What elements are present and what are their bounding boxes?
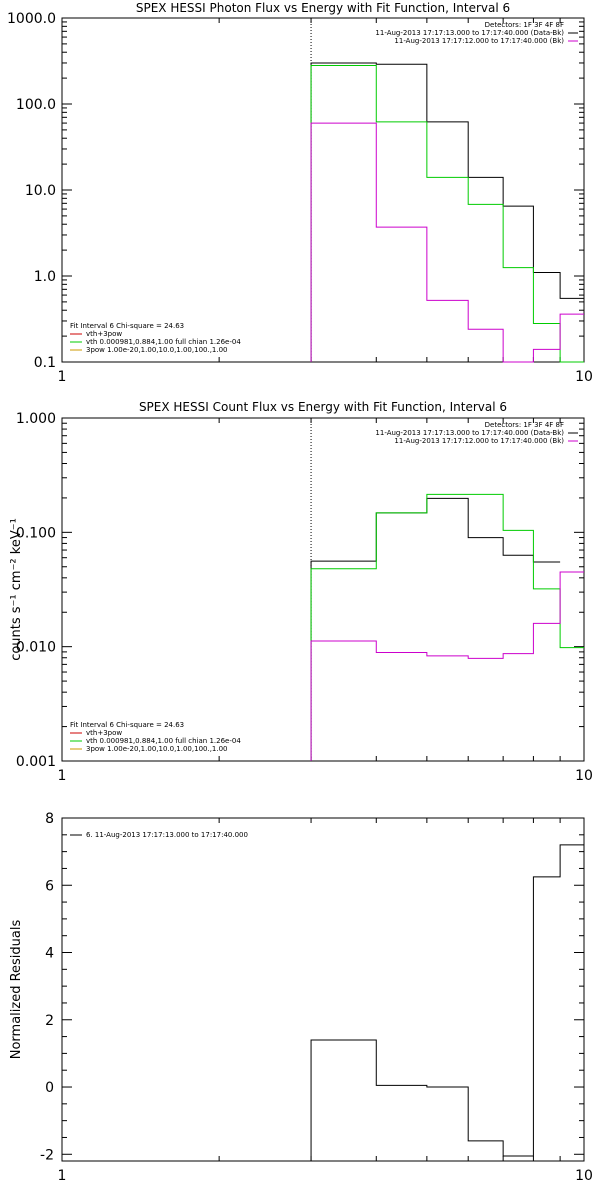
plot-frame-0 <box>61 17 585 363</box>
y-tick-label-2: -2 <box>40 1147 54 1163</box>
legend-left-label-1: vth 0.000981,0.884,1.00 full chian 1.26e… <box>86 737 241 745</box>
series-step-line-0-1 <box>310 65 584 363</box>
series-step-line-0-2 <box>310 122 584 363</box>
y-tick-label-0: 0.1 <box>34 355 56 371</box>
y-tick-label-2: 0 <box>45 1080 54 1096</box>
series-step-line-2-0 <box>310 844 584 1161</box>
chart-title-0: SPEX HESSI Photon Flux vs Energy with Fi… <box>136 1 510 15</box>
x-tick-label-0: 1 <box>58 369 67 385</box>
y-axis-label-2: Normalized Residuals <box>9 920 24 1060</box>
series-step-line-1-2 <box>310 571 584 761</box>
y-tick-label-0: 1.0 <box>34 269 56 285</box>
legend-right-label-0: 11-Aug-2013 17:17:13.000 to 17:17:40.000… <box>375 29 564 37</box>
y-axis-label-1: counts s⁻¹ cm⁻² keV⁻¹ <box>9 518 24 661</box>
series-step-line-0-0 <box>310 62 585 362</box>
legend-right-label-1: 11-Aug-2013 17:17:13.000 to 17:17:40.000… <box>375 429 564 437</box>
y-tick-label-1: 0.100 <box>16 525 56 541</box>
legend-left-label-0: vth+3pow <box>86 330 122 338</box>
y-tick-label-2: 4 <box>45 946 54 962</box>
series-step-line-1-1 <box>310 493 584 761</box>
legend-left-label-0: Fit Interval 6 Chi-square = 24.63 <box>70 322 184 330</box>
legend-left-label-1: Fit Interval 6 Chi-square = 24.63 <box>70 721 184 729</box>
series-step-line-1-0 <box>310 497 561 761</box>
chart-title-1: SPEX HESSI Count Flux vs Energy with Fit… <box>139 400 507 414</box>
x-tick-label-1: 1 <box>58 768 67 784</box>
legend-right-label-1: Detectors: 1F 3F 4F 8F <box>485 421 564 429</box>
y-tick-label-1: 0.001 <box>16 754 56 770</box>
legend-left-label-1: 3pow 1.00e-20,1.00,10.0,1.00,100.,1.00 <box>86 745 228 753</box>
y-tick-label-2: 2 <box>45 1013 54 1029</box>
plot-frame-1 <box>61 417 585 762</box>
y-tick-label-0: 1000.0 <box>7 11 56 27</box>
legend-left-label-0: vth 0.000981,0.884,1.00 full chian 1.26e… <box>86 338 241 346</box>
x-tick-label-1: 10 <box>575 768 593 784</box>
legend-left-label-0: 3pow 1.00e-20,1.00,10.0,1.00,100.,1.00 <box>86 346 228 354</box>
y-tick-label-2: 6 <box>45 878 54 894</box>
legend-right-label-1: 11-Aug-2013 17:17:12.000 to 17:17:40.000… <box>394 437 564 445</box>
x-tick-label-0: 10 <box>575 369 593 385</box>
y-tick-label-1: 1.000 <box>16 411 56 427</box>
legend-left-label-2: 6. 11-Aug-2013 17:17:13.000 to 17:17:40.… <box>86 831 248 839</box>
y-tick-label-1: 0.010 <box>16 640 56 656</box>
legend-right-label-0: Detectors: 1F 3F 4F 8F <box>485 21 564 29</box>
legend-right-label-0: 11-Aug-2013 17:17:12.000 to 17:17:40.000… <box>394 37 564 45</box>
plot-frame-2 <box>61 817 585 1162</box>
y-tick-label-2: 8 <box>45 811 54 827</box>
x-tick-label-2: 1 <box>58 1168 67 1184</box>
x-tick-label-2: 10 <box>575 1168 593 1184</box>
y-tick-label-0: 10.0 <box>25 183 56 199</box>
y-tick-label-0: 100.0 <box>16 97 56 113</box>
legend-left-label-1: vth+3pow <box>86 729 122 737</box>
